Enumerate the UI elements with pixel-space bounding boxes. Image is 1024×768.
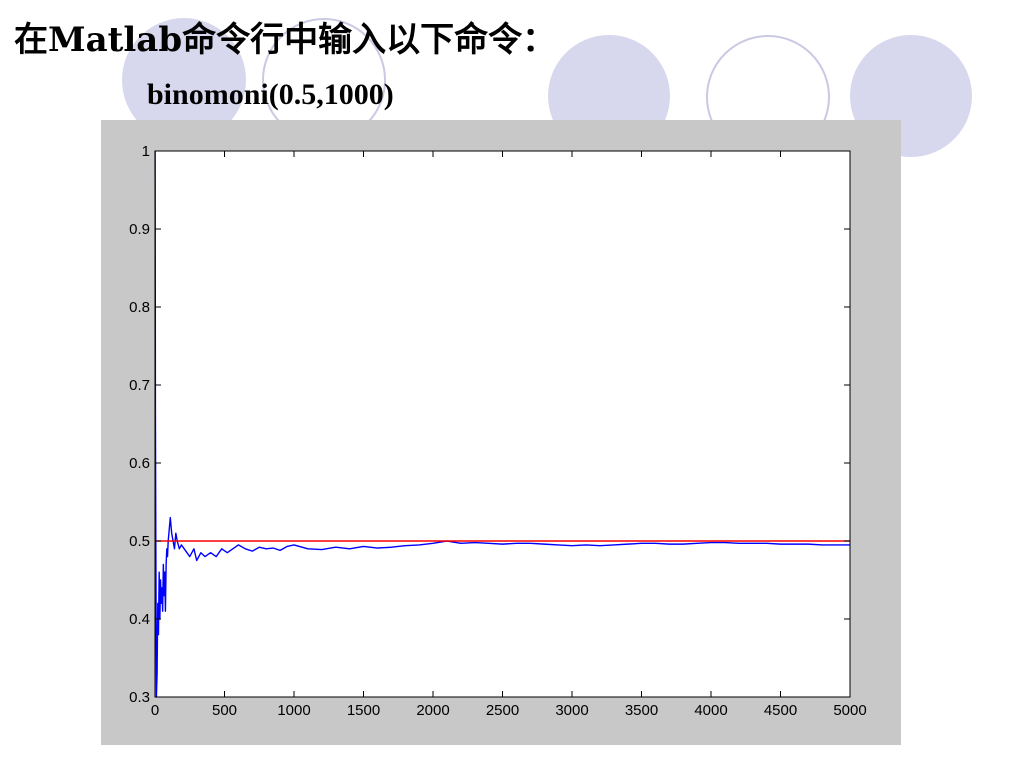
y-tick-label: 0.6 — [129, 455, 150, 472]
y-tick-label: 0.4 — [129, 611, 150, 628]
x-tick-label: 4500 — [764, 702, 797, 719]
y-tick-label: 1 — [142, 143, 150, 160]
x-tick-label: 0 — [151, 702, 159, 719]
slide-heading: 在Matlab命令行中输入以下命令： — [14, 20, 557, 60]
matlab-command: binomoni(0.5,1000) — [147, 78, 394, 111]
y-tick-label: 0.5 — [129, 533, 150, 550]
x-tick-label: 5000 — [833, 702, 866, 719]
plot-area — [155, 151, 850, 697]
x-tick-label: 500 — [212, 702, 237, 719]
x-tick-label: 4000 — [694, 702, 727, 719]
x-tick-label: 1000 — [277, 702, 310, 719]
line-chart: 0 500 1000 1500 2000 2500 3000 3500 4000 4500 5000… — [129, 143, 867, 719]
series-line-1 — [154, 150, 850, 698]
x-tick-label: 3000 — [555, 702, 588, 719]
y-tick-label: 0.8 — [129, 299, 150, 316]
x-tick-label: 2500 — [486, 702, 519, 719]
y-tick-label: 0.9 — [129, 221, 150, 238]
x-tick-label: 3500 — [625, 702, 658, 719]
matlab-figure: 0 500 1000 1500 2000 2500 3000 3500 4000 4500 5000… — [101, 120, 901, 745]
x-tick-label: 1500 — [347, 702, 380, 719]
y-tick-label: 0.7 — [129, 377, 150, 394]
x-tick-label: 2000 — [416, 702, 449, 719]
y-tick-label: 0.3 — [129, 689, 150, 706]
